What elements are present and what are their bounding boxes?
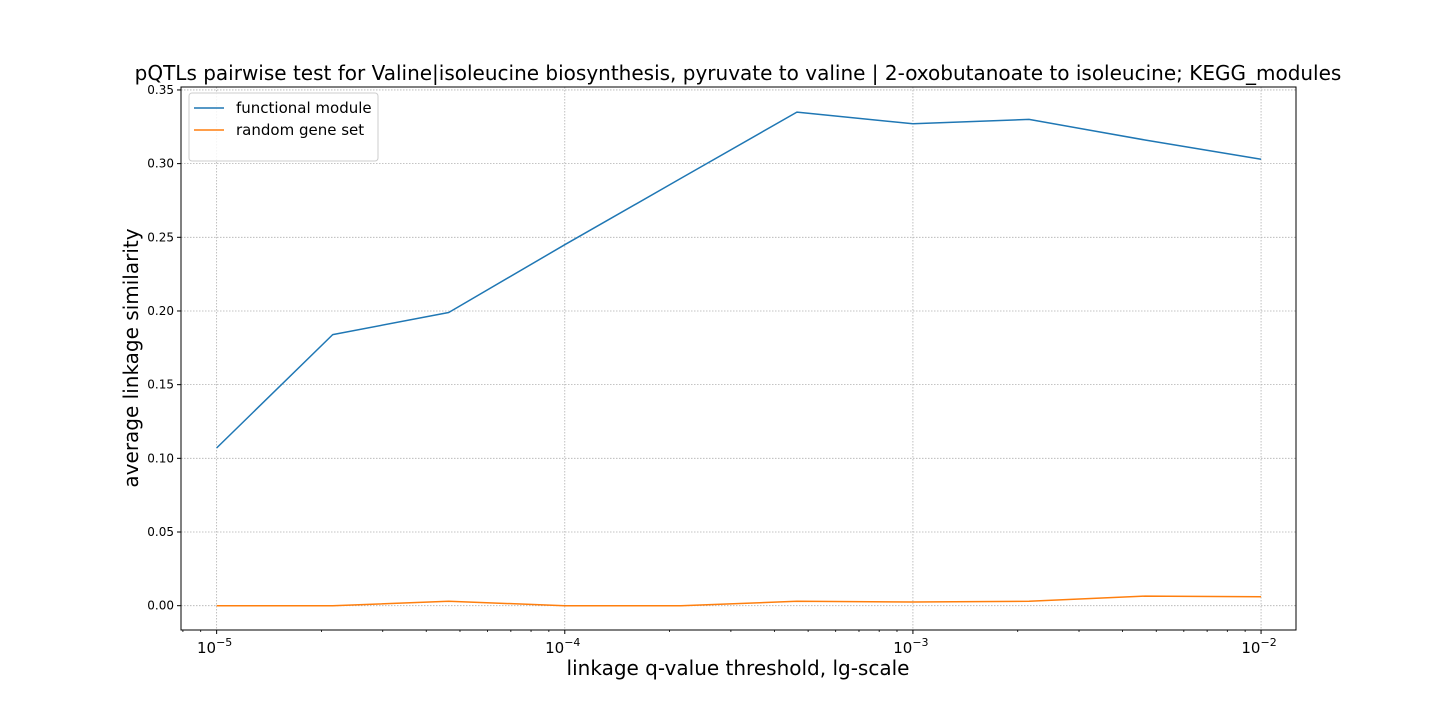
y-axis-ticks: 0.00 0.05 0.10 0.15 0.20 0.25 0.30 0.35 xyxy=(147,83,181,613)
x-axis-label: linkage q-value threshold, lg-scale xyxy=(567,656,910,680)
series-lines xyxy=(216,111,1262,607)
plot-frame xyxy=(180,86,1297,631)
y-tick-label: 0.30 xyxy=(147,157,174,171)
legend-label: random gene set xyxy=(236,121,364,139)
series-line-functional-module xyxy=(216,111,1262,449)
series-line-random-gene-set xyxy=(216,595,1262,607)
y-tick-label: 0.05 xyxy=(147,525,174,539)
x-axis-ticks: 10−5 10−4 10−3 10−2 xyxy=(182,630,1277,657)
y-axis-label: average linkage similarity xyxy=(119,228,143,487)
y-tick-label: 0.25 xyxy=(147,230,174,244)
x-tick-label: 10−2 xyxy=(1241,636,1276,657)
legend-box xyxy=(188,92,379,162)
x-tick-label: 10−3 xyxy=(893,636,928,657)
chart-title: pQTLs pairwise test for Valine|isoleucin… xyxy=(135,61,1342,85)
x-tick-label: 10−4 xyxy=(545,636,580,657)
y-tick-label: 0.10 xyxy=(147,451,174,465)
legend-label: functional module xyxy=(236,99,372,117)
grid xyxy=(181,87,1296,630)
legend: functional module random gene set xyxy=(188,92,379,162)
y-tick-label: 0.20 xyxy=(147,304,174,318)
y-tick-label: 0.00 xyxy=(147,599,174,613)
y-tick-label: 0.35 xyxy=(147,83,174,97)
x-tick-label: 10−5 xyxy=(197,636,232,657)
y-tick-label: 0.15 xyxy=(147,378,174,392)
